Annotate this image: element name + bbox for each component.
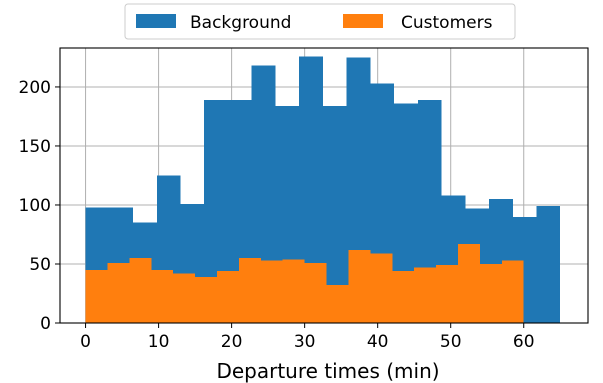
x-tick-label: 0 — [80, 332, 91, 352]
customers-bar — [436, 265, 459, 323]
legend-label-customers: Customers — [401, 13, 493, 33]
y-tick-label: 100 — [19, 196, 51, 216]
background-bar — [322, 105, 347, 324]
customers-bar — [217, 271, 239, 323]
x-tick-label: 50 — [440, 332, 462, 352]
axis-ticks: 0 10 20 30 40 50 60 0 50 100 150 200 — [19, 78, 535, 352]
customers-bar — [326, 285, 349, 323]
customers-bar — [260, 260, 283, 323]
x-tick-label: 60 — [513, 332, 535, 352]
legend: Background Customers — [124, 3, 516, 40]
customers-bar — [414, 267, 437, 323]
customers-bar — [370, 253, 393, 323]
y-tick-label: 200 — [19, 78, 51, 98]
customers-bar — [282, 259, 305, 323]
background-bar — [536, 206, 561, 323]
background-bar — [299, 56, 323, 323]
customers-bar — [129, 258, 152, 323]
x-tick-label: 40 — [367, 332, 389, 352]
x-tick-label: 20 — [221, 332, 243, 352]
plot-frame — [59, 47, 589, 324]
y-tick-label: 50 — [29, 255, 51, 275]
y-tick-label: 150 — [19, 137, 51, 157]
customers-bar — [304, 262, 327, 323]
customers-bar — [151, 269, 174, 323]
x-axis-label: Departure times (min) — [216, 359, 439, 383]
legend-label-background: Background — [190, 13, 291, 33]
background-bar — [417, 99, 442, 323]
background-bar — [394, 103, 418, 323]
customers-bar — [85, 269, 108, 323]
y-tick-label: 0 — [40, 314, 51, 334]
customers-bar — [173, 273, 196, 323]
customers-bar — [479, 263, 502, 323]
x-tick-label: 30 — [294, 332, 316, 352]
legend-frame — [124, 3, 516, 40]
background-bar — [204, 99, 228, 323]
customers-bar — [238, 258, 261, 323]
customers-bar — [348, 249, 371, 323]
x-tick-label: 10 — [148, 332, 170, 352]
customers-bar — [195, 276, 218, 323]
customers-bar — [501, 260, 524, 323]
legend-swatch-customers — [343, 14, 383, 28]
customers-series-bars — [85, 243, 524, 323]
customers-bar — [392, 271, 415, 323]
customers-bar — [107, 262, 130, 323]
customers-bar — [458, 243, 480, 323]
legend-swatch-background — [136, 14, 176, 28]
